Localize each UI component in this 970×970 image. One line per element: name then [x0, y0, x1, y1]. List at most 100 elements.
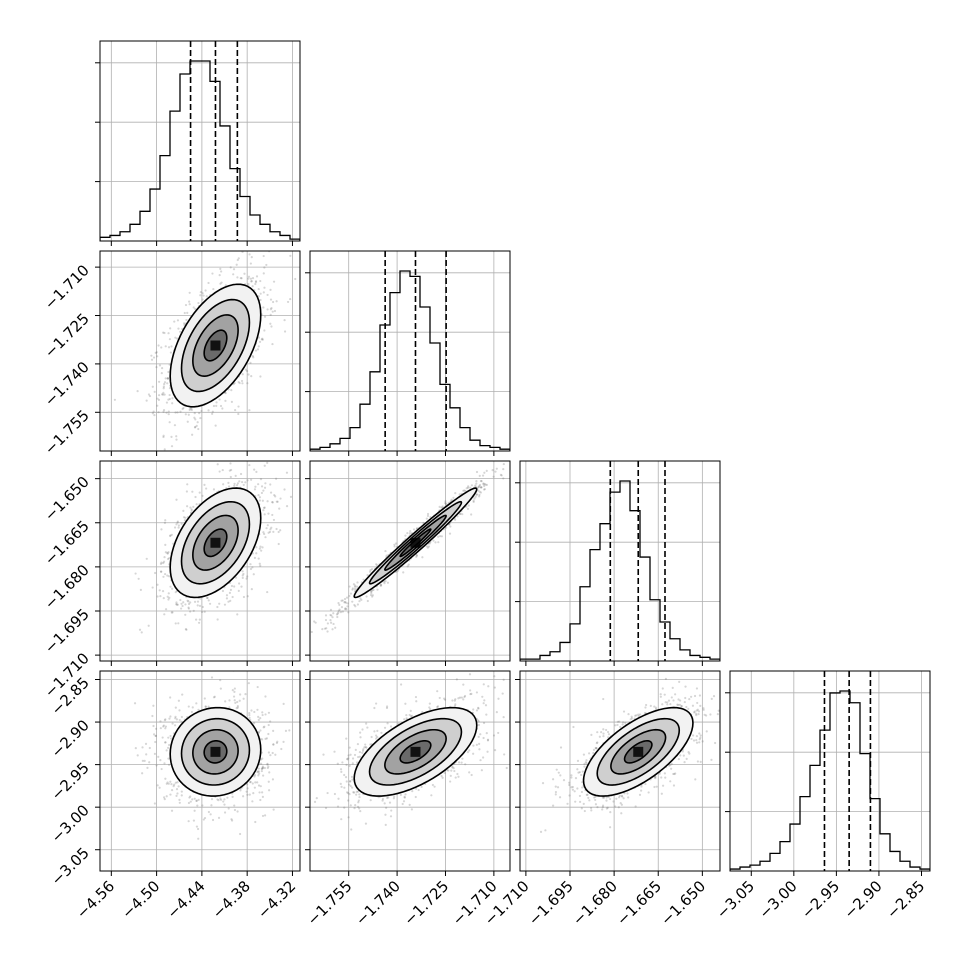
- scatter-point: [267, 765, 270, 768]
- scatter-point: [275, 527, 278, 531]
- scatter-point: [354, 804, 357, 807]
- contour-3-1-1: [384, 728, 447, 775]
- scatter-point: [201, 494, 204, 497]
- scatter-point: [380, 583, 383, 587]
- scatter-point: [169, 696, 172, 699]
- scatter-point: [167, 592, 170, 595]
- scatter-point: [333, 792, 337, 796]
- x-tick-label-3-0: −3.05: [713, 877, 758, 922]
- panel-3-0: [95, 670, 301, 876]
- scatter-point: [361, 751, 364, 754]
- scatter-point: [250, 709, 253, 712]
- scatter-point: [329, 619, 332, 622]
- scatter-point: [271, 501, 274, 504]
- scatter-point: [213, 695, 216, 698]
- scatter-point: [242, 483, 245, 487]
- scatter-point: [595, 746, 598, 750]
- scatter-point: [272, 518, 276, 522]
- scatter-point: [274, 753, 277, 756]
- scatter-point: [197, 837, 200, 840]
- scatter-point: [250, 588, 253, 591]
- scatter-point: [148, 746, 151, 750]
- scatter-point: [479, 759, 482, 762]
- scatter-point: [616, 723, 619, 727]
- scatter-point: [240, 379, 244, 383]
- scatter-point: [337, 601, 340, 605]
- scatter-point: [267, 780, 270, 783]
- scatter-point: [664, 776, 667, 779]
- scatter-point: [484, 483, 487, 486]
- scatter-point: [167, 557, 170, 561]
- scatter-point: [426, 546, 429, 549]
- scatter-point: [211, 412, 214, 415]
- scatter-point: [186, 599, 189, 602]
- y-tick-label-3-2: −2.95: [48, 759, 93, 804]
- scatter-point: [354, 584, 357, 587]
- scatter-point: [180, 720, 183, 723]
- panel-frame-3-3: [729, 670, 931, 872]
- scatter-point: [176, 603, 179, 606]
- scatter-point: [485, 713, 488, 716]
- scatter-point: [167, 782, 170, 785]
- contour-3-0-2: [180, 717, 251, 786]
- scatter-point: [266, 308, 269, 311]
- scatter-point: [406, 531, 409, 535]
- scatter-point: [263, 725, 266, 728]
- scatter-point: [249, 781, 252, 784]
- scatter-point: [182, 601, 185, 604]
- scatter-point: [408, 532, 412, 535]
- scatter-point: [265, 527, 268, 530]
- scatter-point: [421, 556, 424, 559]
- scatter-point: [252, 573, 255, 576]
- panel-2-1: [305, 450, 519, 666]
- scatter-point: [482, 736, 485, 740]
- scatter-point: [197, 621, 201, 624]
- scatter-point: [344, 607, 347, 610]
- scatter-point: [356, 742, 360, 746]
- scatter-point: [259, 729, 262, 732]
- scatter-point: [239, 276, 242, 280]
- scatter-point: [211, 818, 215, 822]
- scatter-point: [469, 486, 472, 489]
- scatter-point: [674, 772, 677, 775]
- scatter-point: [201, 292, 204, 295]
- scatter-point: [359, 810, 362, 813]
- scatter-point: [357, 799, 360, 802]
- scatter-point: [170, 445, 174, 448]
- scatter-point: [181, 604, 184, 608]
- scatter-point: [267, 723, 270, 727]
- scatter-point: [408, 713, 411, 717]
- scatter-point: [241, 382, 244, 385]
- scatter-point: [695, 714, 698, 717]
- scatter-point: [566, 802, 569, 805]
- scatter-point: [175, 603, 178, 606]
- scatter-point: [233, 699, 236, 702]
- scatter-point: [357, 801, 360, 804]
- scatter-point: [260, 485, 264, 488]
- scatter-point: [259, 375, 262, 378]
- scatter-point: [203, 610, 206, 613]
- scatter-point: [585, 759, 588, 762]
- scatter-point: [152, 410, 155, 413]
- scatter-point: [235, 706, 238, 710]
- scatter-point: [156, 595, 159, 598]
- scatter-point: [267, 751, 270, 754]
- scatter-point: [266, 500, 269, 503]
- scatter-point: [231, 595, 234, 599]
- scatter-point: [165, 749, 168, 752]
- histogram-0: [100, 60, 300, 241]
- scatter-point: [475, 493, 478, 496]
- scatter-point: [238, 699, 241, 702]
- scatter-point: [247, 275, 251, 278]
- scatter-point: [238, 480, 241, 483]
- scatter-point: [479, 486, 483, 489]
- scatter-point: [170, 611, 173, 614]
- scatter-point: [190, 408, 193, 412]
- scatter-point: [217, 799, 220, 802]
- scatter-point: [155, 366, 158, 369]
- scatter-point: [517, 450, 519, 452]
- scatter-point: [345, 780, 348, 783]
- scatter-point: [629, 718, 632, 721]
- scatter-point: [411, 790, 414, 793]
- scatter-point: [379, 583, 382, 586]
